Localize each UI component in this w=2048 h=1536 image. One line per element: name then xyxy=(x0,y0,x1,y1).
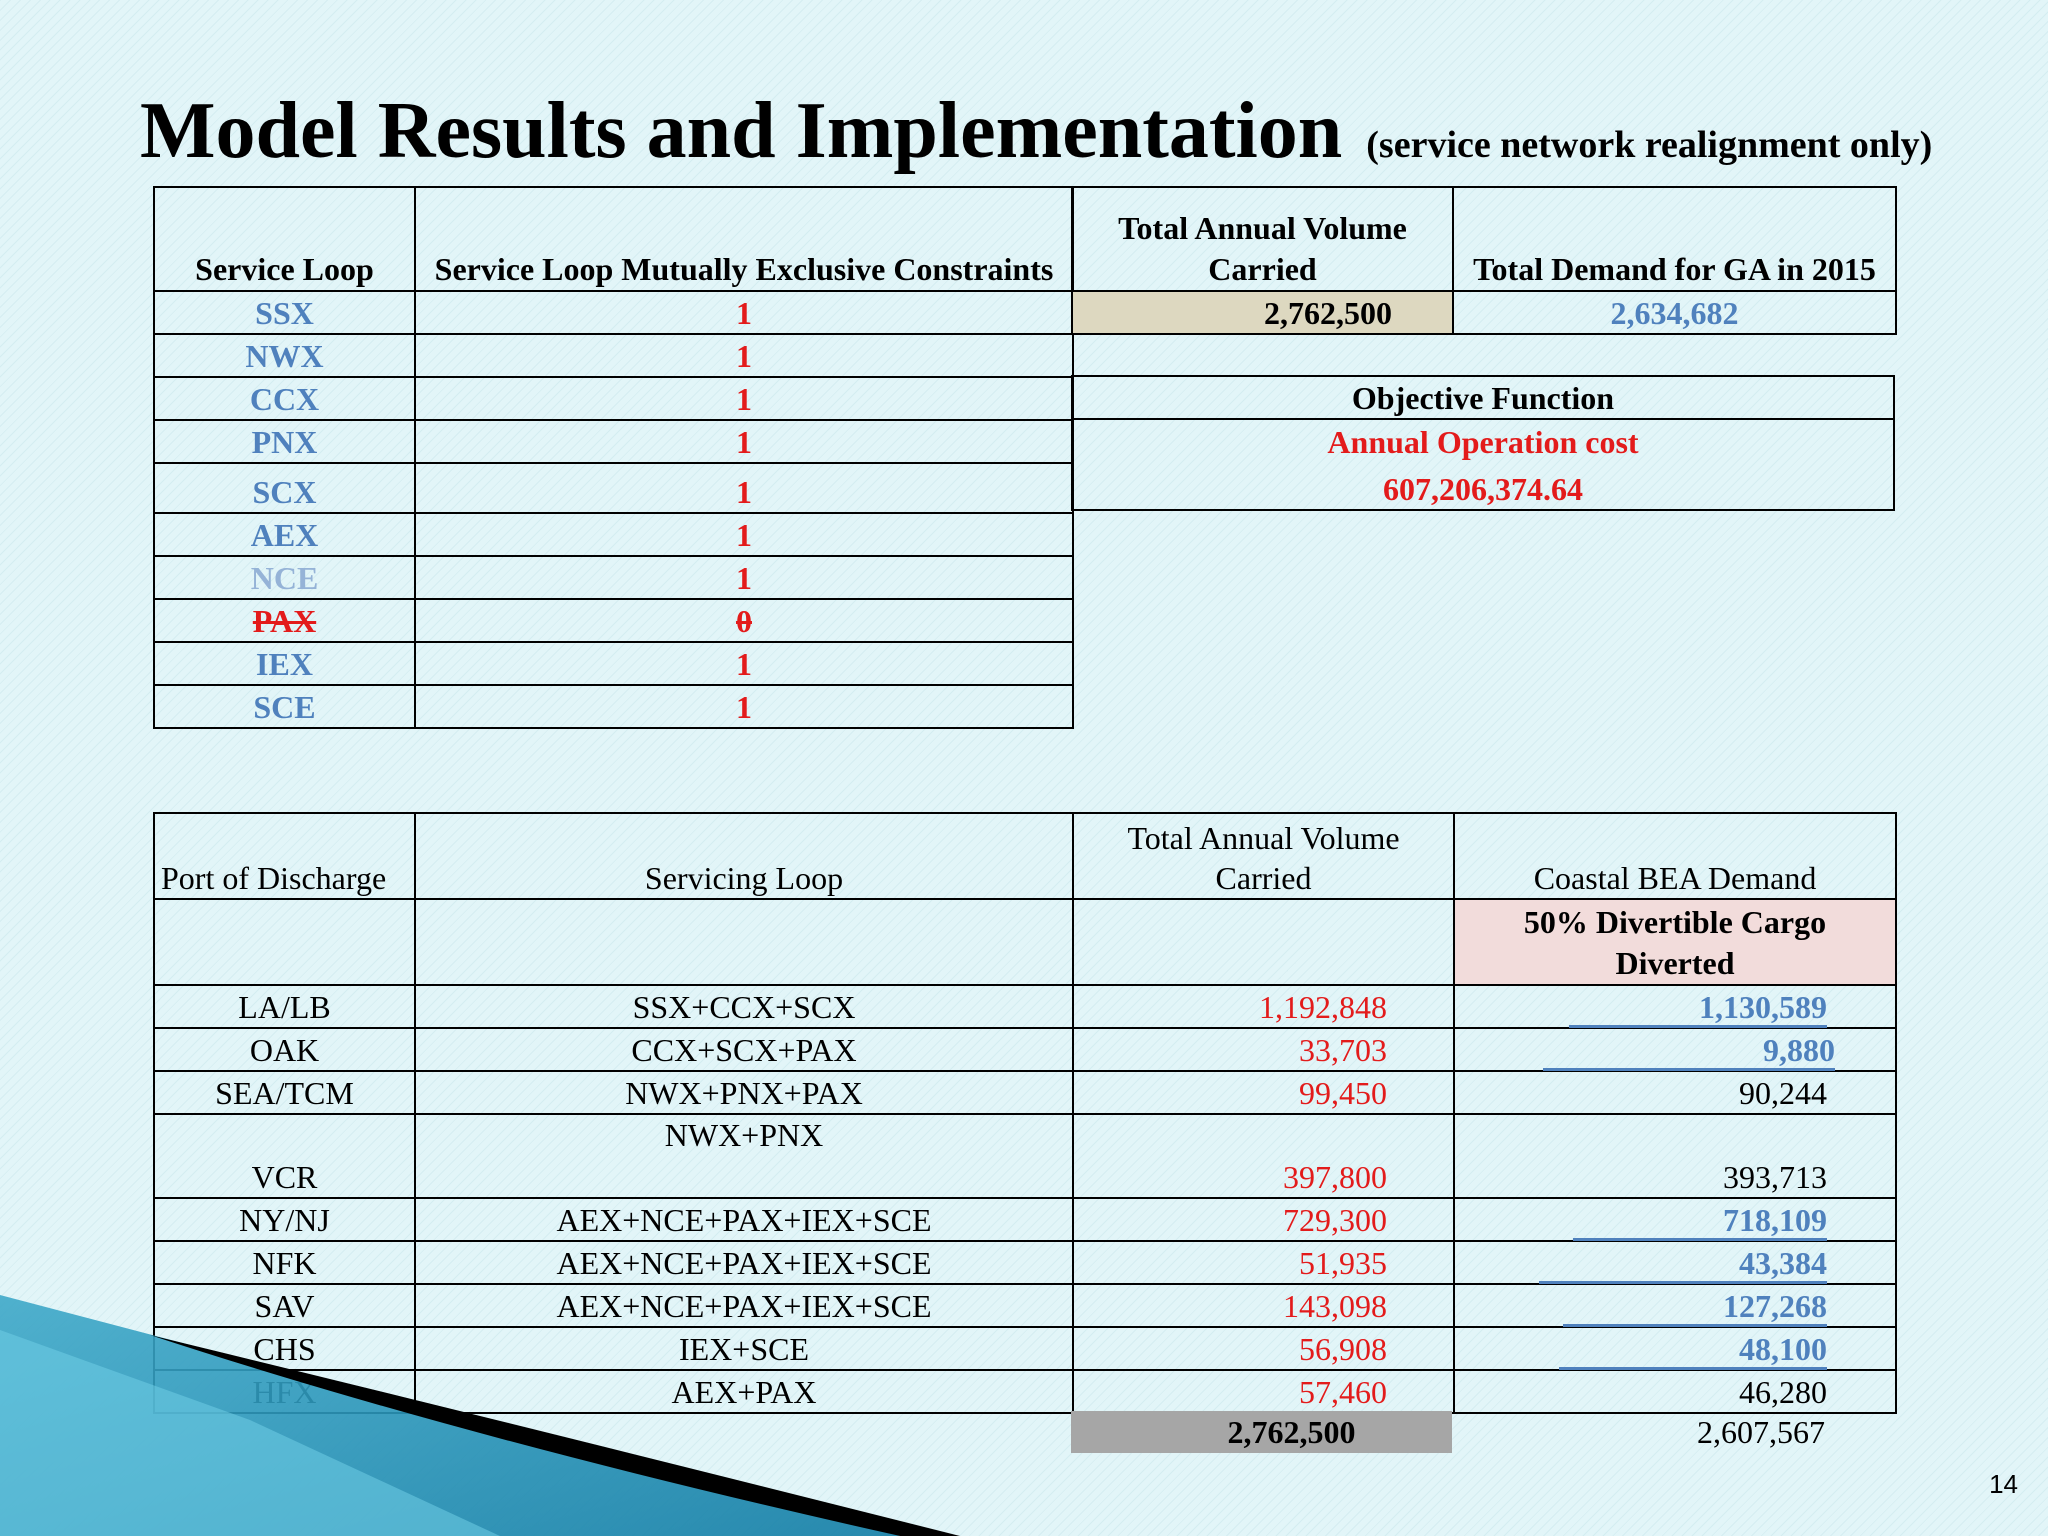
loop-name-struck: PAX xyxy=(153,598,416,643)
table-row: NFK AEX+NCE+PAX+IEX+SCE 51,935 43,384 xyxy=(153,1240,1897,1285)
total-demand-ga: 2,634,682 xyxy=(1452,290,1897,335)
loop-name: SSX xyxy=(153,290,416,335)
table-row: OAK CCX+SCX+PAX 33,703 9,880 xyxy=(153,1027,1897,1072)
coastal-demand-value: 1,130,589 xyxy=(1569,989,1827,1028)
servicing-loop: AEX+NCE+PAX+IEX+SCE xyxy=(414,1240,1074,1285)
header-constraints: Service Loop Mutually Exclusive Constrai… xyxy=(414,186,1074,292)
volume-carried: 51,935 xyxy=(1072,1240,1455,1285)
loop-constraint-value: 1 xyxy=(414,333,1074,378)
port-discharge-table: Port of Discharge Servicing Loop Total A… xyxy=(153,812,1897,1414)
port-name: NY/NJ xyxy=(153,1197,416,1242)
port-name: LA/LB xyxy=(153,984,416,1029)
table-row: CHS IEX+SCE 56,908 48,100 xyxy=(153,1326,1897,1371)
loop-constraint-value: 1 xyxy=(414,462,1074,514)
grand-total-volume: 2,762,500 xyxy=(1071,1411,1452,1453)
coastal-demand: 393,713 xyxy=(1453,1113,1897,1199)
volume-carried: 143,098 xyxy=(1072,1283,1455,1328)
objective-heading: Objective Function xyxy=(1071,375,1895,420)
coastal-demand: 90,244 xyxy=(1453,1070,1897,1115)
servicing-loop: SSX+CCX+SCX xyxy=(414,984,1074,1029)
objective-label: Annual Operation cost xyxy=(1071,418,1895,462)
loop-name: CCX xyxy=(153,376,416,421)
header-service-loop: Service Loop xyxy=(153,186,416,292)
loop-name: AEX xyxy=(153,512,416,557)
page-number: 14 xyxy=(1989,1469,2018,1499)
coastal-demand: 48,100 xyxy=(1453,1326,1897,1371)
port-name: HFX xyxy=(153,1369,416,1414)
loop-name: SCX xyxy=(153,462,416,514)
coastal-demand-value: 43,384 xyxy=(1539,1245,1827,1284)
table-row: SAV AEX+NCE+PAX+IEX+SCE 143,098 127,268 xyxy=(153,1283,1897,1328)
servicing-loop: CCX+SCX+PAX xyxy=(414,1027,1074,1072)
loop-name: NCE xyxy=(153,555,416,600)
grand-total-demand: 2,607,567 xyxy=(1697,1414,1825,1450)
header-volume-carried: Total Annual Volume Carried xyxy=(1071,186,1454,292)
servicing-loop: IEX+SCE xyxy=(414,1326,1074,1371)
coastal-demand-value: 9,880 xyxy=(1543,1032,1835,1071)
coastal-demand: 127,268 xyxy=(1453,1283,1897,1328)
volume-carried: 57,460 xyxy=(1072,1369,1455,1414)
header-total-demand: Total Demand for GA in 2015 xyxy=(1452,186,1897,292)
loop-constraint-value: 1 xyxy=(414,419,1074,464)
loop-constraint-value: 1 xyxy=(414,376,1074,421)
servicing-loop: AEX+PAX xyxy=(414,1369,1074,1414)
empty-cell xyxy=(1072,898,1455,986)
objective-value: 607,206,374.64 xyxy=(1071,462,1895,511)
header-port: Port of Discharge xyxy=(153,812,416,900)
loop-constraint-value: 1 xyxy=(414,555,1074,600)
port-name: NFK xyxy=(153,1240,416,1285)
port-name: OAK xyxy=(153,1027,416,1072)
coastal-demand: 43,384 xyxy=(1453,1240,1897,1285)
header-volume: Total Annual Volume Carried xyxy=(1072,812,1455,900)
loop-constraint-value: 1 xyxy=(414,684,1074,729)
slide-subtitle: (service network realignment only) xyxy=(1366,124,1933,166)
table-row: LA/LB SSX+CCX+SCX 1,192,848 1,130,589 xyxy=(153,984,1897,1029)
loop-name: SCE xyxy=(153,684,416,729)
coastal-demand: 718,109 xyxy=(1453,1197,1897,1242)
table-row: VCR NWX+PNX 397,800 393,713 xyxy=(153,1113,1897,1199)
loop-constraint-value: 1 xyxy=(414,641,1074,686)
table-row: SEA/TCM NWX+PNX+PAX 99,450 90,244 xyxy=(153,1070,1897,1115)
volume-demand-table: Total Annual Volume Carried Total Demand… xyxy=(1071,186,1897,335)
port-name: SEA/TCM xyxy=(153,1070,416,1115)
coastal-demand-value: 48,100 xyxy=(1559,1331,1827,1370)
volume-carried: 33,703 xyxy=(1072,1027,1455,1072)
empty-cell xyxy=(414,898,1074,986)
header-servicing-loop: Servicing Loop xyxy=(414,812,1074,900)
coastal-demand-value: 718,109 xyxy=(1573,1202,1827,1241)
total-volume-carried: 2,762,500 xyxy=(1071,290,1454,335)
divertible-cargo-label: 50% Divertible Cargo Diverted xyxy=(1453,898,1897,986)
table-row: HFX AEX+PAX 57,460 46,280 xyxy=(153,1369,1897,1414)
table-row: NY/NJ AEX+NCE+PAX+IEX+SCE 729,300 718,10… xyxy=(153,1197,1897,1242)
loop-name: IEX xyxy=(153,641,416,686)
service-loop-table: Service Loop Service Loop Mutually Exclu… xyxy=(153,186,1074,729)
loop-constraint-value-struck: 0 xyxy=(414,598,1074,643)
header-coastal-demand: Coastal BEA Demand xyxy=(1453,812,1897,900)
port-name: SAV xyxy=(153,1283,416,1328)
servicing-loop: NWX+PNX xyxy=(414,1113,1074,1199)
loop-constraint-value: 1 xyxy=(414,512,1074,557)
volume-carried: 56,908 xyxy=(1072,1326,1455,1371)
volume-carried: 99,450 xyxy=(1072,1070,1455,1115)
port-name: VCR xyxy=(153,1113,416,1199)
servicing-loop: NWX+PNX+PAX xyxy=(414,1070,1074,1115)
slide-title: Model Results and Implementation xyxy=(140,87,1343,175)
volume-carried: 397,800 xyxy=(1072,1113,1455,1199)
servicing-loop: AEX+NCE+PAX+IEX+SCE xyxy=(414,1197,1074,1242)
loop-name: PNX xyxy=(153,419,416,464)
coastal-demand: 1,130,589 xyxy=(1453,984,1897,1029)
loop-constraint-value: 1 xyxy=(414,290,1074,335)
objective-function-table: Objective Function Annual Operation cost… xyxy=(1071,375,1895,511)
empty-cell xyxy=(153,898,416,986)
volume-carried: 1,192,848 xyxy=(1072,984,1455,1029)
servicing-loop: AEX+NCE+PAX+IEX+SCE xyxy=(414,1283,1074,1328)
slide-title-block: Model Results and Implementation (servic… xyxy=(140,86,1932,177)
coastal-demand: 9,880 xyxy=(1453,1027,1897,1072)
coastal-demand-value: 127,268 xyxy=(1563,1288,1827,1327)
coastal-demand: 46,280 xyxy=(1453,1369,1897,1414)
loop-name: NWX xyxy=(153,333,416,378)
port-name: CHS xyxy=(153,1326,416,1371)
volume-carried: 729,300 xyxy=(1072,1197,1455,1242)
